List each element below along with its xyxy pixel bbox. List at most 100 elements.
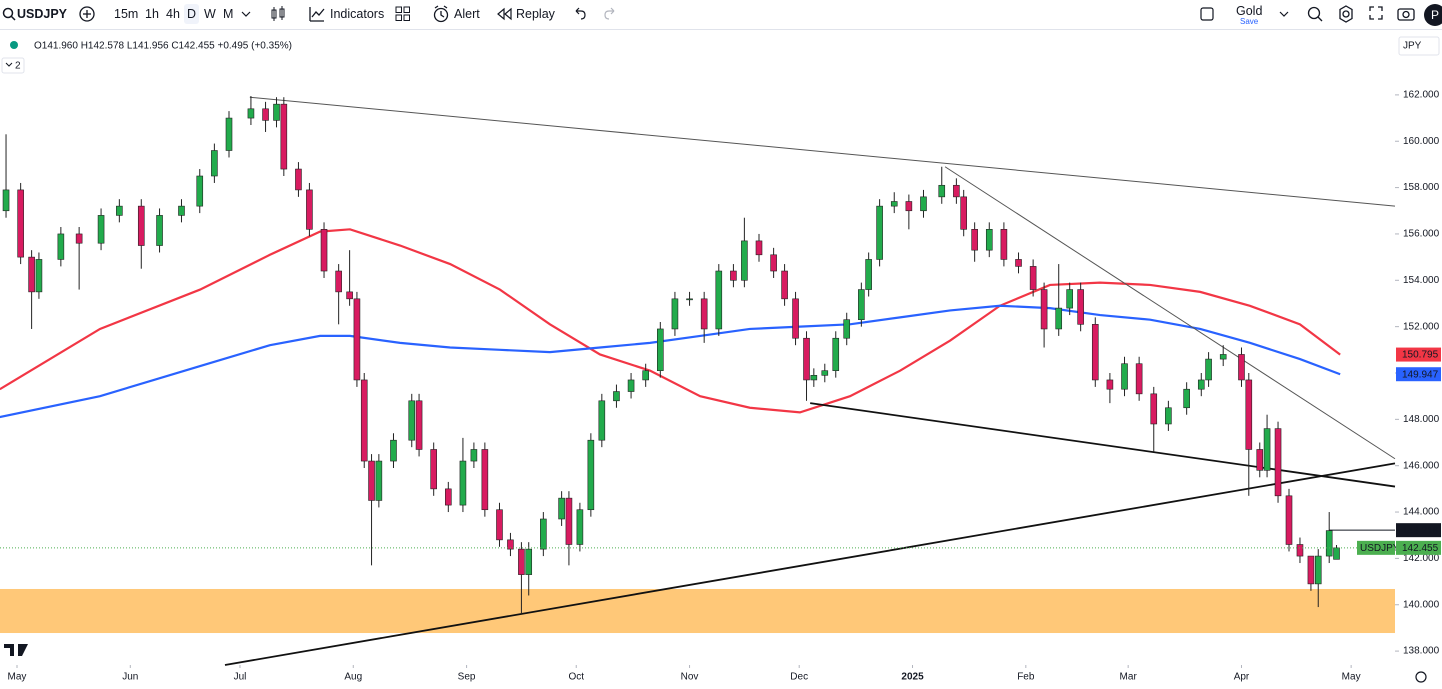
y-tick-label: 148.000 [1403, 414, 1440, 425]
symbol[interactable]: USDJPY [17, 7, 68, 21]
indicators-icon[interactable] [308, 5, 326, 23]
save-button[interactable]: Save [1240, 17, 1259, 26]
symbol-tag-label: USDJPY [1360, 543, 1400, 554]
interval[interactable]: 4h [166, 7, 180, 21]
candle-body [1238, 354, 1245, 381]
support-zone [0, 588, 1395, 634]
fullscreen-icon[interactable] [1368, 5, 1384, 23]
candle-body [75, 233, 83, 244]
y-tick-label: 154.000 [1403, 275, 1440, 286]
chevron[interactable] [241, 5, 251, 23]
chevron[interactable] [1279, 5, 1289, 23]
candle-body [770, 254, 777, 272]
snapshot-icon[interactable] [1397, 5, 1415, 23]
avatar[interactable]: P [1424, 4, 1442, 26]
candle-body [1077, 289, 1084, 325]
candle-body [116, 205, 123, 216]
candle-body [481, 449, 489, 511]
layout-name[interactable]: Gold [1236, 4, 1263, 18]
candle-body [985, 229, 993, 251]
candle-body [1015, 259, 1022, 267]
currency-box[interactable] [1398, 36, 1440, 56]
candle-icon[interactable] [270, 5, 286, 23]
indicator-toggle[interactable] [1, 57, 25, 74]
candle-body [496, 509, 503, 541]
quick-search-icon[interactable] [1306, 5, 1324, 23]
candle-body [211, 150, 218, 177]
axis-settings[interactable] [1415, 671, 1427, 683]
candle-body [741, 240, 748, 281]
candle-body [1296, 544, 1304, 557]
replay-icon[interactable] [496, 5, 512, 23]
indicator-count: 2 [15, 61, 21, 72]
candle-body [1150, 393, 1158, 425]
interval[interactable]: 15m [114, 7, 139, 21]
candle-body [1040, 289, 1048, 330]
price-tag-label: 150.795 [1402, 350, 1439, 361]
candle-body [28, 256, 35, 293]
y-tick-label: 158.000 [1403, 182, 1440, 193]
candle-body [613, 391, 620, 402]
y-tick-label: 156.000 [1403, 229, 1440, 240]
undo-icon[interactable] [572, 5, 588, 23]
candle-body [938, 184, 946, 198]
candle-body [507, 539, 514, 550]
candle-body [821, 370, 829, 376]
candle-body [832, 337, 840, 371]
toolbar: USDJPY 15m 1h 4h D W M Indicators Alert … [0, 0, 1442, 30]
templates-icon[interactable] [395, 5, 411, 23]
candle-body [97, 215, 105, 244]
x-tick-label: Oct [568, 672, 584, 683]
candle-body [1029, 266, 1037, 290]
candle-body [430, 449, 437, 490]
candle-body [1256, 449, 1264, 471]
candle-body [755, 240, 763, 256]
candle-body [1205, 358, 1212, 381]
candle-body [445, 488, 452, 506]
y-tick-label: 144.000 [1403, 507, 1440, 518]
candle-body [1165, 407, 1172, 425]
alert-button[interactable]: Alert [454, 7, 480, 21]
candle-body [390, 439, 397, 462]
candle-body [2, 189, 10, 212]
interval[interactable]: 1h [145, 7, 159, 21]
settings-icon[interactable] [1337, 5, 1355, 23]
price-tag [1396, 367, 1441, 382]
candle-body [803, 337, 810, 381]
candle-body [375, 460, 383, 501]
candle-body [1000, 229, 1008, 260]
interval-active[interactable]: D [184, 4, 200, 24]
y-tick-label: 162.000 [1403, 90, 1440, 101]
x-tick-label: Sep [458, 672, 476, 683]
candle-body [1245, 379, 1253, 450]
alert-icon[interactable] [432, 5, 450, 23]
indicators-button[interactable]: Indicators [330, 7, 385, 21]
candle-body [137, 205, 145, 246]
redo-icon[interactable] [602, 5, 618, 23]
search-icon[interactable] [2, 5, 16, 23]
interval[interactable]: W [204, 7, 216, 21]
candle-body [1135, 363, 1143, 395]
candle-body [715, 270, 723, 330]
candle-body [470, 449, 478, 462]
interval[interactable]: M [223, 7, 234, 21]
candle-body [865, 259, 872, 290]
compare-icon[interactable] [78, 5, 96, 23]
candle-body [1219, 354, 1227, 360]
replay-button[interactable]: Replay [516, 7, 555, 21]
candle-body [459, 460, 467, 506]
candle-body [225, 117, 233, 151]
candle-body [518, 548, 525, 575]
candle-body [810, 375, 818, 381]
candle-body [17, 189, 24, 258]
layout-icon[interactable] [1199, 5, 1215, 23]
currency: JPY [1403, 41, 1422, 52]
x-tick-label: Mar [1120, 672, 1138, 683]
candle-body [558, 497, 565, 520]
y-tick-label: 146.000 [1403, 460, 1440, 471]
candle-body [598, 400, 606, 441]
candle-body [642, 370, 649, 381]
candle-body [1106, 379, 1114, 390]
